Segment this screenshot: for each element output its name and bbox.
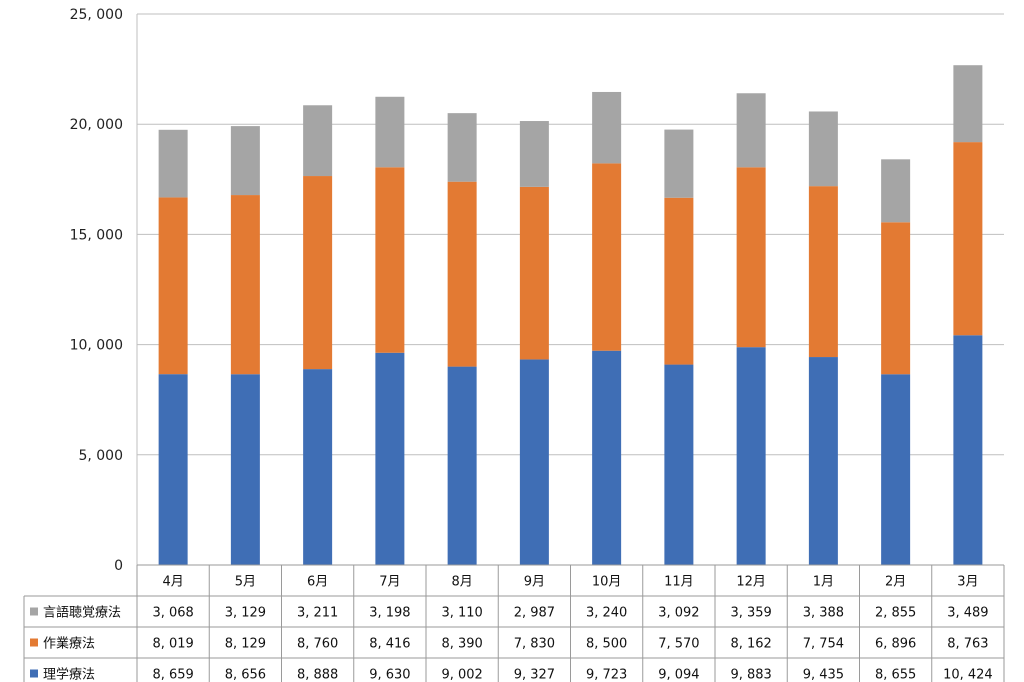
y-tick-label: 0 (114, 558, 123, 574)
data-label: 8, 888 (297, 668, 338, 682)
data-label: 8, 659 (152, 668, 193, 682)
x-tick-label: 12月 (736, 575, 766, 590)
bar-segment (303, 369, 333, 565)
data-label: 8, 019 (152, 637, 193, 652)
legend-swatch (30, 669, 38, 678)
bar-segment (447, 181, 477, 367)
data-label: 8, 500 (586, 637, 627, 652)
data-label: 9, 094 (658, 668, 699, 682)
data-label: 3, 388 (803, 606, 844, 621)
bar-segment (519, 186, 549, 360)
data-label: 2, 855 (875, 606, 916, 621)
data-label: 8, 763 (947, 637, 988, 652)
data-label: 3, 211 (297, 606, 338, 621)
data-label: 3, 129 (225, 606, 266, 621)
bar-segment (230, 195, 260, 375)
bar-segment (664, 129, 694, 198)
bar-segment (230, 126, 260, 196)
bar-segment (736, 347, 766, 565)
data-label: 9, 002 (441, 668, 482, 682)
bar-segment (447, 113, 477, 182)
data-label: 3, 198 (369, 606, 410, 621)
x-tick-label: 6月 (307, 575, 328, 590)
x-tick-label: 10月 (592, 575, 622, 590)
data-label: 8, 656 (225, 668, 266, 682)
bar-segment (375, 352, 405, 565)
data-label: 9, 883 (730, 668, 771, 682)
data-label: 8, 390 (441, 637, 482, 652)
bar-segment (664, 197, 694, 365)
legend-swatch (30, 638, 38, 647)
bar-segment (158, 374, 188, 565)
data-label: 8, 416 (369, 637, 410, 652)
data-label: 3, 489 (947, 606, 988, 621)
y-tick-label: 20, 000 (70, 117, 123, 133)
legend-label: 理学療法 (43, 667, 95, 682)
bar-segment (303, 105, 333, 177)
x-tick-label: 9月 (524, 575, 545, 590)
bar-segment (881, 159, 911, 223)
data-label: 9, 327 (514, 668, 555, 682)
data-label: 7, 570 (658, 637, 699, 652)
x-tick-label: 11月 (664, 575, 694, 590)
x-tick-label: 4月 (162, 575, 183, 590)
data-label: 3, 240 (586, 606, 627, 621)
x-tick-label: 3月 (957, 575, 978, 590)
x-tick-label: 5月 (235, 575, 256, 590)
bar-segment (808, 357, 838, 565)
data-label: 2, 987 (514, 606, 555, 621)
x-tick-label: 2月 (885, 575, 906, 590)
data-label: 3, 359 (730, 606, 771, 621)
data-label: 9, 723 (586, 668, 627, 682)
bar-segment (158, 197, 188, 375)
data-label: 3, 092 (658, 606, 699, 621)
legend-label: 作業療法 (43, 636, 95, 652)
x-tick-label: 1月 (813, 575, 834, 590)
x-tick-label: 8月 (451, 575, 472, 590)
bar-segment (808, 186, 838, 358)
data-label: 10, 424 (943, 668, 993, 682)
data-label: 9, 630 (369, 668, 410, 682)
bar-segment (881, 222, 911, 375)
bar-segment (375, 167, 405, 353)
bar-segment (519, 121, 549, 187)
bar-segment (519, 359, 549, 565)
bar-segment (953, 335, 983, 565)
y-tick-label: 5, 000 (78, 448, 123, 464)
bar-segment (592, 163, 622, 351)
bar-segment (303, 176, 333, 370)
data-label: 8, 655 (875, 668, 916, 682)
bar-segment (447, 366, 477, 565)
bar-segment (664, 364, 694, 565)
data-label: 8, 162 (730, 637, 771, 652)
data-label: 9, 435 (803, 668, 844, 682)
data-label: 3, 068 (152, 606, 193, 621)
bar-segment (881, 374, 911, 565)
data-label: 3, 110 (441, 606, 482, 621)
legend-label: 言語聴覚療法 (43, 605, 121, 621)
legend-swatch (30, 607, 38, 616)
bar-segment (375, 96, 405, 168)
data-label: 8, 760 (297, 637, 338, 652)
data-label: 7, 830 (514, 637, 555, 652)
bar-segment (808, 111, 838, 187)
bar-segment (592, 350, 622, 565)
bar-segment (736, 167, 766, 348)
x-tick-label: 7月 (379, 575, 400, 590)
bar-segment (736, 93, 766, 168)
data-label: 7, 754 (803, 637, 844, 652)
bar-segment (230, 374, 260, 565)
bar-segment (953, 65, 983, 143)
bar-segment (158, 129, 188, 198)
y-tick-label: 25, 000 (70, 7, 123, 23)
y-tick-label: 10, 000 (70, 338, 123, 354)
bar-segment (953, 142, 983, 336)
bar-segment (592, 91, 622, 164)
data-label: 8, 129 (225, 637, 266, 652)
y-tick-label: 15, 000 (70, 227, 123, 243)
data-label: 6, 896 (875, 637, 916, 652)
